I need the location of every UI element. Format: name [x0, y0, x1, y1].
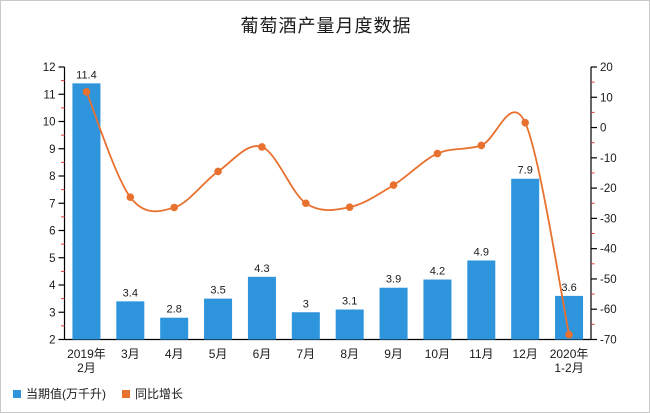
right-axis-tick-label: 20: [600, 62, 613, 74]
x-axis-label: 2019年 2月: [67, 347, 106, 375]
legend-item-yoy-growth: 同比增长: [122, 385, 183, 402]
bar-1: [72, 83, 101, 340]
left-axis-tick-label: 5: [49, 253, 55, 265]
bar-value-label: 7.9: [518, 165, 533, 177]
left-axis-tick-label: 12: [43, 62, 56, 74]
x-axis-label: 9月: [384, 347, 403, 361]
chart-title: 葡萄酒产量月度数据: [240, 16, 412, 36]
line-marker-5: [258, 143, 266, 151]
bar-3: [160, 317, 189, 340]
legend-swatch-bar-series: [13, 389, 21, 398]
bar-value-label: 3.6: [561, 282, 576, 294]
bar-value-label: 3.4: [123, 287, 138, 299]
line-marker-9: [433, 149, 442, 158]
right-axis-tick-label: -50: [600, 274, 617, 286]
x-axis-label: 6月: [253, 347, 272, 361]
right-axis-tick-label: -10: [600, 153, 617, 165]
legend-item-current-value: 当期值(万千升): [13, 385, 106, 402]
line-marker-4: [214, 167, 222, 176]
legend-swatch-line-series: [122, 389, 130, 398]
right-axis-tick-label: 0: [600, 123, 606, 135]
bar-5: [247, 276, 276, 340]
yoy-growth-line: [85, 91, 570, 335]
bar-value-label: 4.3: [254, 263, 269, 275]
bar-11: [511, 178, 540, 340]
line-marker-1: [82, 88, 91, 96]
bar-value-label: 4.9: [474, 246, 489, 258]
right-axis-tick-label: -70: [600, 335, 617, 347]
right-axis-tick-label: 10: [600, 92, 613, 104]
bar-10: [467, 260, 496, 340]
bar-2: [116, 301, 145, 340]
bar-8: [379, 287, 408, 340]
bar-value-label: 3.5: [210, 285, 225, 297]
line-marker-6: [302, 199, 310, 208]
x-axis-label: 11月: [469, 347, 493, 361]
right-axis-tick-label: -60: [600, 304, 617, 316]
bar-value-label: 3.9: [386, 274, 401, 286]
legend-label-bar-series: 当期值(万千升): [26, 387, 106, 401]
bar-value-label: 2.8: [167, 304, 182, 316]
left-axis-tick-label: 11: [44, 89, 56, 101]
bar-value-label: 3.1: [342, 296, 357, 308]
x-axis-label: 7月: [296, 347, 315, 361]
x-axis-label: 10月: [425, 347, 450, 361]
left-axis-tick-label: 2: [49, 335, 55, 347]
x-axis-label: 8月: [340, 347, 359, 361]
left-axis-tick-label: 10: [43, 117, 56, 129]
x-axis-label: 5月: [209, 347, 228, 361]
bar-value-label: 4.2: [430, 266, 445, 278]
bar-9: [423, 279, 452, 340]
legend-label-line-series: 同比增长: [135, 387, 184, 401]
bar-value-label: 11.4: [76, 69, 97, 81]
right-axis-tick-label: -30: [600, 213, 617, 225]
line-marker-7: [345, 203, 354, 211]
bar-4: [204, 298, 233, 340]
x-axis-label: 12月: [513, 347, 538, 361]
line-marker-12: [565, 330, 573, 339]
legend: 当期值(万千升) 同比增长: [13, 385, 183, 402]
left-axis-tick-label: 3: [49, 307, 55, 319]
left-axis-tick-label: 7: [49, 198, 55, 210]
left-axis-tick-label: 8: [49, 171, 55, 183]
right-axis-tick-label: -40: [600, 244, 617, 256]
x-axis-label: 4月: [165, 347, 184, 361]
bar-value-label: 3: [303, 298, 309, 310]
line-marker-8: [389, 181, 398, 189]
line-marker-2: [126, 193, 135, 201]
left-axis-tick-label: 4: [49, 280, 56, 292]
bar-7: [335, 309, 364, 340]
bar-6: [291, 312, 320, 340]
left-axis-tick-label: 9: [49, 144, 55, 156]
line-marker-3: [170, 203, 178, 212]
left-axis-tick-label: 6: [49, 226, 55, 238]
line-marker-11: [521, 118, 529, 127]
x-axis-label: 3月: [121, 347, 140, 361]
x-axis-label: 2020年 1-2月: [550, 347, 589, 375]
right-axis-tick-label: -20: [600, 183, 617, 195]
line-marker-10: [477, 141, 486, 150]
